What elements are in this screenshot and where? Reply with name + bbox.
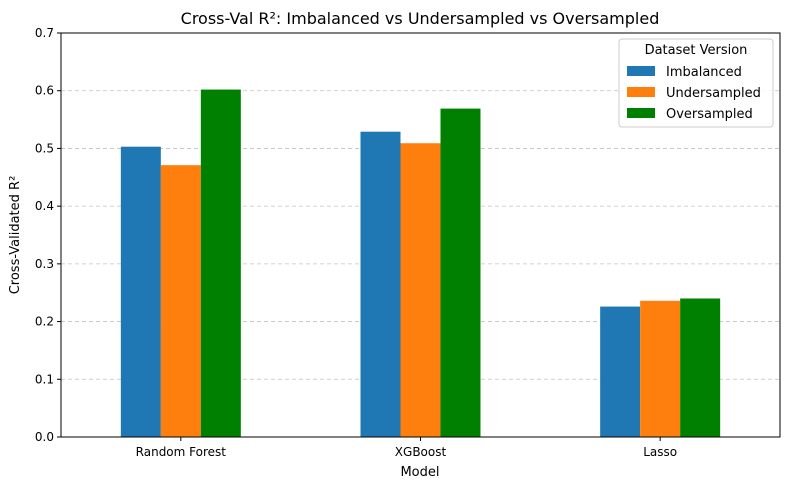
legend-box <box>618 38 774 128</box>
y-axis-ticks: 0.0 0.1 0.2 0.3 0.4 0.5 0.6 0.7 <box>35 26 61 444</box>
y-tick-label: 0.6 <box>35 84 54 98</box>
x-tick-label: XGBoost <box>395 445 447 459</box>
legend-label-undersampled: Undersampled <box>666 86 761 101</box>
chart-title: Cross-Val R²: Imbalanced vs Undersampled… <box>181 9 660 28</box>
y-tick-label: 0.0 <box>35 430 54 444</box>
legend-swatch-undersampled <box>627 87 655 97</box>
bar-imbalanced-random-forest <box>120 146 161 437</box>
y-tick-label: 0.7 <box>35 26 54 40</box>
legend-swatch-imbalanced <box>627 66 655 76</box>
y-axis-label: Cross-Validated R² <box>8 176 23 295</box>
y-tick-label: 0.5 <box>35 141 54 155</box>
bars <box>120 89 721 438</box>
legend: Dataset Version Imbalanced Undersampled Ov… <box>618 38 774 128</box>
legend-title: Dataset Version <box>645 43 748 58</box>
legend-label-imbalanced: Imbalanced <box>666 65 742 80</box>
bar-undersampled-xgboost <box>400 143 441 437</box>
bar-oversampled-lasso <box>680 298 721 437</box>
bar-imbalanced-xgboost <box>360 131 401 438</box>
bar-oversampled-random-forest <box>200 89 241 437</box>
bar-undersampled-lasso <box>640 300 681 437</box>
x-axis-label: Model <box>400 465 439 480</box>
y-tick-label: 0.3 <box>35 257 54 271</box>
x-tick-label: Random Forest <box>136 445 227 459</box>
y-tick-label: 0.1 <box>35 372 54 386</box>
x-axis-ticks: Random Forest XGBoost Lasso <box>136 437 677 459</box>
y-tick-label: 0.2 <box>35 315 54 329</box>
bar-undersampled-random-forest <box>160 165 201 437</box>
x-tick-label: Lasso <box>643 445 677 459</box>
bar-imbalanced-lasso <box>600 306 641 437</box>
legend-items: Imbalanced Undersampled Oversampled <box>627 65 761 122</box>
legend-label-oversampled: Oversampled <box>666 107 753 122</box>
y-tick-label: 0.4 <box>35 199 54 213</box>
bar-oversampled-xgboost <box>440 108 481 437</box>
legend-swatch-oversampled <box>627 108 655 118</box>
